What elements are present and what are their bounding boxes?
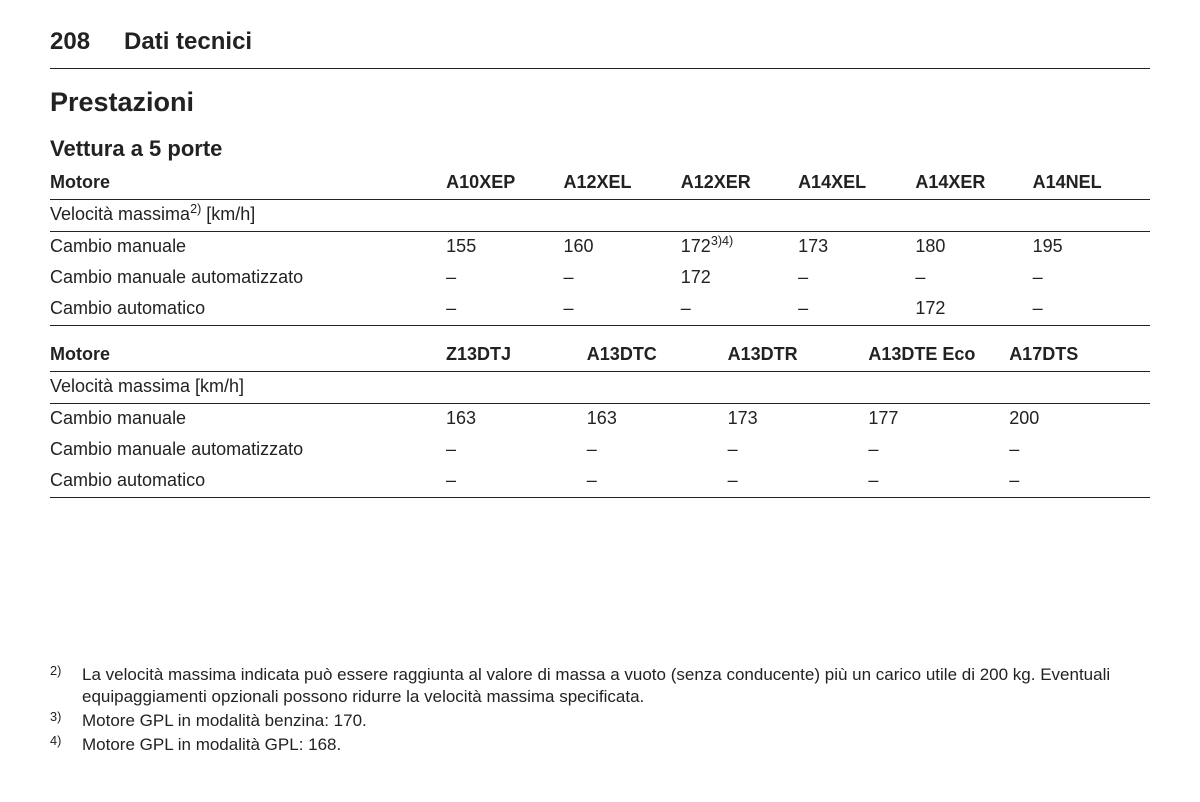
row-label: Cambio manuale xyxy=(50,232,446,264)
cell: – xyxy=(446,466,587,498)
col-engine: A14XEL xyxy=(798,168,915,200)
subheader-row: Velocità massima2) [km/h] xyxy=(50,200,1150,232)
col-engine: A14NEL xyxy=(1033,168,1150,200)
cell: – xyxy=(728,435,869,466)
cell: – xyxy=(728,466,869,498)
cell: – xyxy=(868,435,1009,466)
col-engine: A17DTS xyxy=(1009,340,1150,372)
heading-2: Vettura a 5 porte xyxy=(50,136,1150,162)
footnote-text: Motore GPL in modalità GPL: 168. xyxy=(82,734,341,756)
row-label: Cambio manuale automatizzato xyxy=(50,263,446,294)
speed-label: Velocità massima2) [km/h] xyxy=(50,200,1150,232)
cell: – xyxy=(446,263,563,294)
cell: – xyxy=(1033,294,1150,326)
col-motore: Motore xyxy=(50,340,446,372)
cell: 1723)4) xyxy=(681,232,798,264)
subheader-row: Velocità massima [km/h] xyxy=(50,372,1150,404)
performance-table-1: Motore A10XEP A12XEL A12XER A14XEL A14XE… xyxy=(50,168,1150,326)
cell: 172 xyxy=(915,294,1032,326)
footnote-mark: 3) xyxy=(50,709,70,731)
cell: 177 xyxy=(868,404,1009,436)
section-title: Dati tecnici xyxy=(124,28,252,56)
cell: 180 xyxy=(915,232,1032,264)
row-label: Cambio manuale automatizzato xyxy=(50,435,446,466)
cell: – xyxy=(868,466,1009,498)
cell: – xyxy=(681,294,798,326)
table-row: Cambio manuale automatizzato – – – – – xyxy=(50,435,1150,466)
footnote-mark: 4) xyxy=(50,733,70,755)
page-number: 208 xyxy=(50,28,90,56)
cell: 172 xyxy=(681,263,798,294)
cell: – xyxy=(915,263,1032,294)
cell: 173 xyxy=(728,404,869,436)
table-header-row: Motore Z13DTJ A13DTC A13DTR A13DTE Eco A… xyxy=(50,340,1150,372)
footnote-text: La velocità massima indicata può essere … xyxy=(82,664,1150,708)
cell: – xyxy=(587,466,728,498)
cell: 200 xyxy=(1009,404,1150,436)
table-row: Cambio manuale 163 163 173 177 200 xyxy=(50,404,1150,436)
cell: 195 xyxy=(1033,232,1150,264)
cell: – xyxy=(563,294,680,326)
cell: – xyxy=(563,263,680,294)
col-engine: A14XER xyxy=(915,168,1032,200)
row-label: Cambio automatico xyxy=(50,294,446,326)
cell: – xyxy=(798,263,915,294)
col-engine: A13DTC xyxy=(587,340,728,372)
cell: – xyxy=(1009,435,1150,466)
row-label: Cambio manuale xyxy=(50,404,446,436)
row-label: Cambio automatico xyxy=(50,466,446,498)
heading-1: Prestazioni xyxy=(50,87,1150,118)
col-engine: A10XEP xyxy=(446,168,563,200)
cell: – xyxy=(1009,466,1150,498)
footnote-mark: 2) xyxy=(50,663,70,707)
col-engine: Z13DTJ xyxy=(446,340,587,372)
cell: – xyxy=(798,294,915,326)
footnotes: 2) La velocità massima indicata può esse… xyxy=(50,664,1150,758)
footnote: 3) Motore GPL in modalità benzina: 170. xyxy=(50,710,1150,732)
table-row: Cambio automatico – – – – 172 – xyxy=(50,294,1150,326)
table-row: Cambio manuale automatizzato – – 172 – –… xyxy=(50,263,1150,294)
cell: – xyxy=(1033,263,1150,294)
col-engine: A12XEL xyxy=(563,168,680,200)
footnote-text: Motore GPL in modalità benzina: 170. xyxy=(82,710,367,732)
speed-label: Velocità massima [km/h] xyxy=(50,372,1150,404)
cell: 163 xyxy=(446,404,587,436)
page-header: 208 Dati tecnici xyxy=(50,28,1150,69)
cell: – xyxy=(587,435,728,466)
cell: 163 xyxy=(587,404,728,436)
cell: 160 xyxy=(563,232,680,264)
table-row: Cambio automatico – – – – – xyxy=(50,466,1150,498)
col-engine: A13DTR xyxy=(728,340,869,372)
table-header-row: Motore A10XEP A12XEL A12XER A14XEL A14XE… xyxy=(50,168,1150,200)
cell: 155 xyxy=(446,232,563,264)
table-row: Cambio manuale 155 160 1723)4) 173 180 1… xyxy=(50,232,1150,264)
cell: – xyxy=(446,294,563,326)
footnote: 2) La velocità massima indicata può esse… xyxy=(50,664,1150,708)
performance-table-2: Motore Z13DTJ A13DTC A13DTR A13DTE Eco A… xyxy=(50,340,1150,498)
col-motore: Motore xyxy=(50,168,446,200)
col-engine: A12XER xyxy=(681,168,798,200)
col-engine: A13DTE Eco xyxy=(868,340,1009,372)
cell: 173 xyxy=(798,232,915,264)
cell: – xyxy=(446,435,587,466)
footnote: 4) Motore GPL in modalità GPL: 168. xyxy=(50,734,1150,756)
